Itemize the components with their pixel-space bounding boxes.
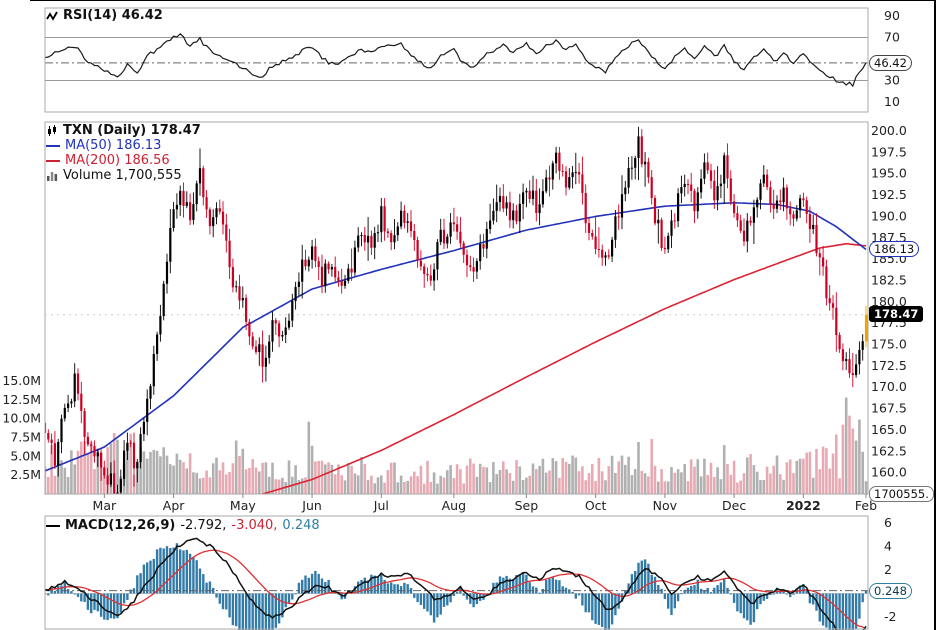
volume-axis-label: 2.5M: [10, 467, 41, 482]
macd-plot-area[interactable]: [44, 537, 868, 630]
symbol-legend-label: TXN (Daily) 178.47: [63, 123, 201, 138]
volume-bars-icon: [47, 172, 58, 181]
ma200-legend-row: MA(200) 186.56: [46, 153, 201, 168]
macd-panel-border: [44, 515, 869, 630]
ma200-line: [262, 242, 867, 494]
month-label: Nov: [653, 498, 678, 513]
ma200-legend-label: MA(200) 186.56: [65, 153, 170, 168]
candlestick-icon: [48, 124, 56, 136]
month-label: Mar: [93, 498, 117, 513]
price-axis-label: 167.5: [871, 401, 907, 416]
month-label: Oct: [585, 498, 607, 513]
volume-axis-label: 12.5M: [2, 392, 41, 407]
price-axis-label: 162.5: [871, 443, 907, 458]
month-label: Sep: [515, 498, 539, 513]
month-label: May: [230, 498, 256, 513]
ma50-value-badge: 186.13: [869, 241, 920, 258]
price-axis-label: 197.5: [871, 144, 907, 159]
ma50-line-icon: [46, 144, 60, 147]
last-price-badge: 178.47: [869, 305, 924, 322]
month-label: Jun: [301, 498, 322, 513]
volume-value-badge: 1700555.: [869, 486, 934, 502]
month-label: Jul: [373, 498, 389, 513]
price-axis-label: 195.0: [871, 166, 907, 181]
price-axis-label: 160.0: [871, 465, 907, 480]
macd-axis-label: 6: [884, 515, 892, 530]
price-axis-label: 172.5: [871, 358, 907, 373]
rsi-axis-label: 10: [884, 94, 900, 109]
rsi-value-badge: 46.42: [869, 54, 912, 71]
symbol-legend-row: TXN (Daily) 178.47: [46, 123, 201, 138]
macd-signal-value: -3.040,: [231, 518, 278, 533]
macd-histogram-badge: 0.248: [869, 582, 912, 599]
rsi-line: [45, 32, 867, 88]
price-axis-label: 200.0: [871, 123, 907, 138]
price-axis-label: 182.5: [871, 272, 907, 287]
macd-axis-label: 4: [884, 539, 892, 554]
price-axis-label: 187.5: [871, 230, 907, 245]
volume-legend-row: Volume 1,700,555: [46, 168, 201, 183]
macd-histogram: [45, 543, 868, 630]
macd-legend-name: MACD(12,26,9): [65, 518, 176, 533]
volume-axis-label: 15.0M: [2, 373, 41, 388]
price-axis-label: 170.0: [871, 379, 907, 394]
ma50-legend-row: MA(50) 186.13: [46, 138, 201, 153]
month-label: Feb: [855, 498, 877, 513]
month-label: Dec: [722, 498, 746, 513]
price-axis-label: 190.0: [871, 208, 907, 223]
ma50-legend-label: MA(50) 186.13: [65, 138, 162, 153]
main-panel-border: [44, 121, 869, 495]
window-top-border: [30, 0, 936, 1]
rsi-legend-row: RSI(14) 46.42: [46, 8, 163, 23]
volume-axis-label: 5.0M: [10, 448, 41, 463]
macd-histogram-value: 0.248: [282, 518, 320, 533]
rsi-legend: RSI(14) 46.42: [46, 8, 163, 23]
month-label: Apr: [163, 498, 185, 513]
macd-axis-label: 2: [884, 562, 892, 577]
volume-axis-label: 10.0M: [2, 411, 41, 426]
month-label: Aug: [442, 498, 466, 513]
rsi-plot-area[interactable]: [45, 32, 868, 88]
candlesticks[interactable]: [44, 126, 868, 505]
window-right-border: [934, 0, 936, 630]
rsi-axis-label: 70: [884, 30, 900, 45]
price-axis-label: 192.5: [871, 187, 907, 202]
rsi-panel-border: [44, 7, 869, 113]
rsi-indicator-icon: [46, 11, 58, 21]
rsi-axis-label: 30: [884, 73, 900, 88]
volume-axis-label: 7.5M: [10, 430, 41, 445]
ma200-line-icon: [46, 159, 60, 162]
macd-main-line: [45, 537, 867, 630]
month-label: 2022: [786, 498, 821, 513]
macd-axis-label: -2: [884, 609, 896, 624]
macd-line-icon: [46, 524, 60, 527]
price-axis-label: 175.0: [871, 337, 907, 352]
macd-value: -2.792,: [180, 518, 227, 533]
ma50-line: [45, 201, 867, 472]
volume-legend-label: Volume 1,700,555: [63, 168, 182, 183]
price-axis-label: 180.0: [871, 294, 907, 309]
macd-legend-row: MACD(12,26,9) -2.792, -3.040, 0.248: [46, 518, 320, 533]
rsi-axis-label: 90: [884, 8, 900, 23]
macd-legend: MACD(12,26,9) -2.792, -3.040, 0.248: [46, 518, 320, 533]
main-legend: TXN (Daily) 178.47 MA(50) 186.13 MA(200)…: [46, 123, 201, 183]
price-axis-label: 165.0: [871, 422, 907, 437]
price-plot-area[interactable]: [44, 126, 868, 505]
rsi-legend-label: RSI(14) 46.42: [63, 8, 163, 23]
